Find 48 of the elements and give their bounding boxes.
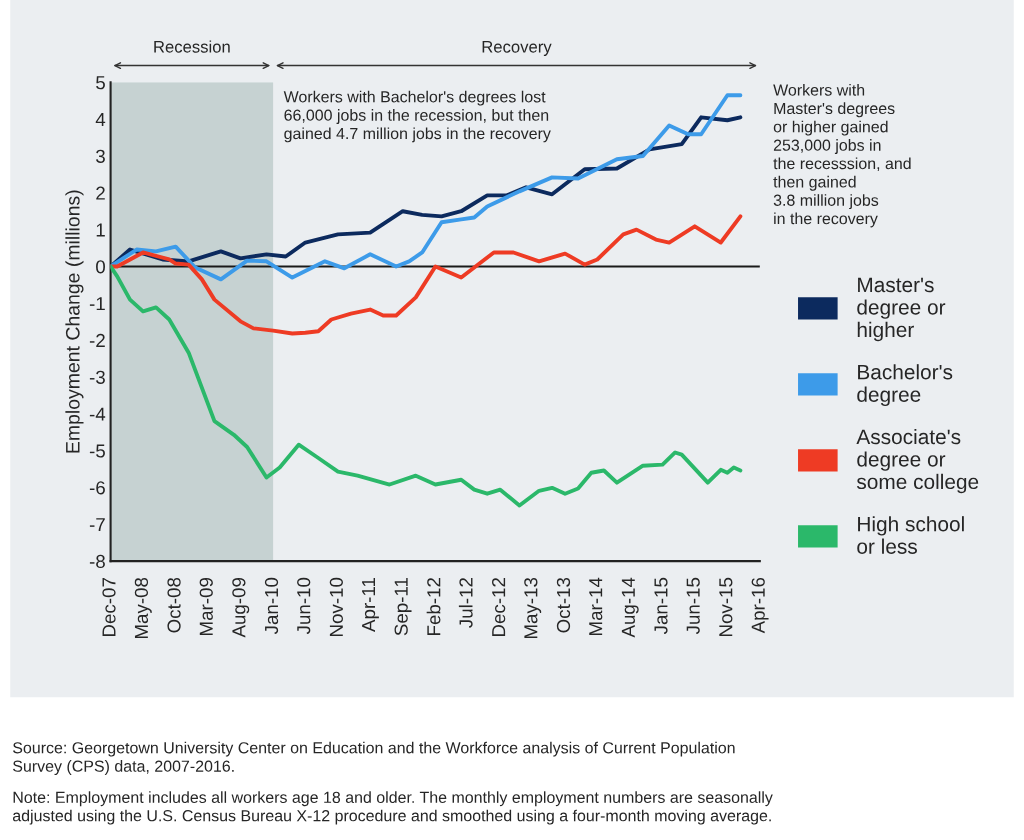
- legend-label: Associate's degree or some college: [856, 428, 979, 494]
- y-tick-label: -6: [89, 481, 105, 495]
- annotation: Workers with Bachelor's degrees lost 66,000 jobs in the recession, but then gained 4.7 million jobs in the recovery: [283, 90, 551, 143]
- x-tick-label: Oct-13: [556, 577, 571, 633]
- x-tick-label: Jun-15: [686, 577, 700, 635]
- y-axis-title: Employment Change (millions): [65, 190, 84, 453]
- y-tick-label: -3: [89, 370, 105, 384]
- text: Recovery: [482, 41, 552, 56]
- y-tick-label: -1: [89, 297, 105, 311]
- x-tick-label: Feb-12: [426, 578, 441, 635]
- y-tick-label: -2: [89, 333, 105, 347]
- line-series: [110, 264, 743, 508]
- x-tick-label: Jan-15: [654, 577, 668, 635]
- y-tick-label: -7: [89, 518, 105, 532]
- y-tick-label: 5: [96, 76, 105, 90]
- line-series: [110, 214, 743, 336]
- x-tick-label: Jan-10: [264, 577, 279, 635]
- y-tick-label: -4: [89, 407, 106, 421]
- y-tick-label: -5: [89, 444, 105, 458]
- x-tick-label: Sep-11: [394, 578, 412, 636]
- x-tick-label: Mar-09: [199, 577, 213, 635]
- x-tick-label: May-13: [524, 577, 542, 639]
- y-tick-label: -8: [89, 554, 105, 569]
- x-tick-label: Apr-16: [751, 577, 769, 634]
- y-tick-label: 0: [96, 260, 105, 274]
- x-tick-label: Nov-15: [719, 577, 733, 636]
- source-note: Source: Georgetown University Center on Education and the Workforce analysis of Current Population Survey (CPS) data, 2007-2016.: [13, 741, 735, 775]
- y-tick-label: 1: [96, 223, 105, 237]
- band-label: Recession: [154, 40, 230, 53]
- x-tick-label: Oct-08: [167, 577, 181, 633]
- text: Note: Employment includes all workers age 18 and older. The monthly employment numbers are seasonally adjusted using the U.S. Census Bureau X-12 procedure and smoothed using a four-month moving average.: [12, 791, 773, 825]
- y-tick-label: 2: [96, 186, 105, 200]
- x-tick-label: Mar-14: [589, 577, 603, 635]
- x-tick-label: Jun-10: [297, 577, 311, 635]
- text: Workers with Master's degrees or higher gained 253,000 jobs in the recesssion, and then gained 3.8 million jobs in the recovery: [773, 84, 911, 228]
- x-tick-label: Aug-09: [232, 577, 250, 638]
- legend-label: Master's degree or higher: [857, 277, 946, 342]
- x-tick-label: Nov-10: [329, 577, 343, 636]
- y-tick-label: 4: [95, 113, 106, 126]
- x-tick-label: Aug-14: [621, 577, 639, 638]
- x-tick-label: Dec-12: [492, 578, 506, 636]
- x-tick-label: May-08: [134, 577, 152, 639]
- x-tick-label: Jul-12: [458, 578, 473, 628]
- x-tick-label: Apr-11: [362, 578, 379, 632]
- y-tick-label: 3: [96, 149, 105, 163]
- legend-label: High school or less: [857, 516, 964, 554]
- legend-label: Bachelor's degree: [857, 364, 953, 407]
- x-tick-label: Dec-07: [102, 578, 116, 636]
